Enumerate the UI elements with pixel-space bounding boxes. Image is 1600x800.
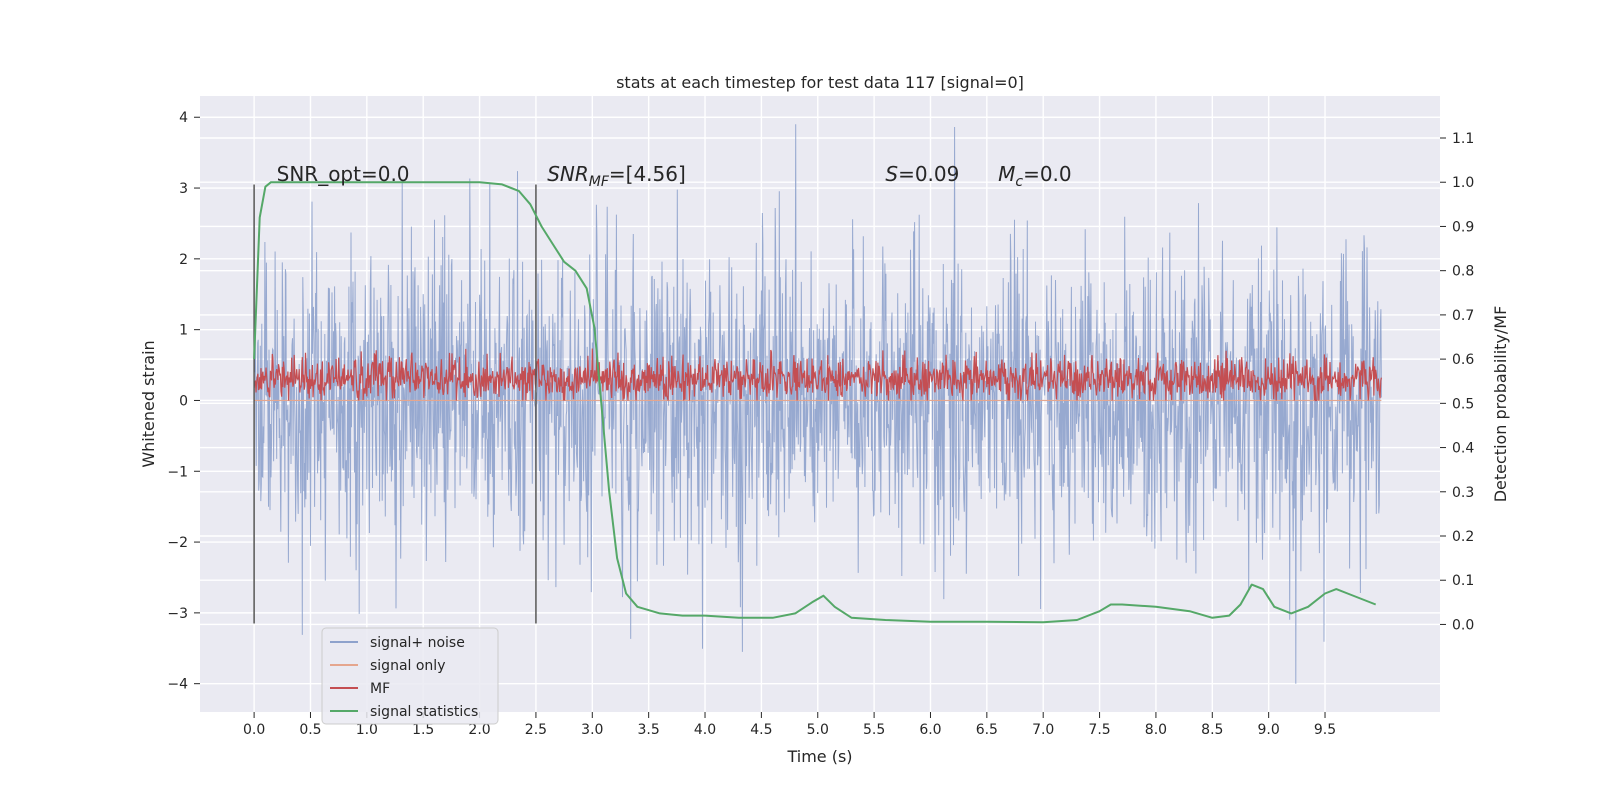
y-axis-right: 0.0 0.1 0.2 0.3 0.4 0.5 0.6 0.7 0.8 0.9 1.0 1.1 — [1440, 131, 1474, 633]
vertical-markers — [253, 184, 537, 624]
y2-tick-label: 0.7 — [1452, 308, 1474, 324]
x-tick-label: 3.5 — [638, 722, 660, 738]
y2-tick-label: 0.0 — [1452, 617, 1474, 633]
x-tick-label: 1.5 — [412, 722, 434, 738]
series-mf — [253, 348, 1382, 402]
series-line-mf — [253, 348, 1382, 402]
x-tick-label: 7.5 — [1088, 722, 1110, 738]
x-axis-label: Time (s) — [786, 747, 852, 766]
y-axis-left: −4 −3 −2 −1 0 1 2 3 4 — [167, 110, 200, 693]
series-line-signal-noise — [253, 124, 1382, 684]
legend-label: MF — [370, 681, 390, 697]
x-tick-label: 6.5 — [976, 722, 998, 738]
series-line-signal-statistics — [253, 181, 1377, 624]
y-tick-label: 2 — [179, 252, 188, 268]
y2-tick-label: 0.9 — [1452, 219, 1474, 235]
annotation-text: Mc=0.0 — [998, 162, 1072, 190]
x-tick-label: 6.0 — [919, 722, 941, 738]
x-tick-label: 0.0 — [243, 722, 265, 738]
chart-title: stats at each timestep for test data 117… — [616, 73, 1024, 92]
x-tick-label: 4.5 — [750, 722, 772, 738]
y-tick-label: −1 — [167, 464, 188, 480]
x-tick-label: 3.0 — [581, 722, 603, 738]
y2-tick-label: 0.8 — [1452, 264, 1474, 280]
x-axis: 0.0 0.5 1.0 1.5 2.0 2.5 3.0 3.5 4.0 4.5 5.0 5.5 6.0 6… — [243, 712, 1336, 738]
legend: signal+ noise signal only MF signal statist… — [321, 627, 499, 725]
y2-tick-label: 1.0 — [1452, 175, 1474, 191]
legend-box — [321, 627, 499, 725]
y-tick-label: 1 — [179, 323, 188, 339]
y2-axis-label: Detection probability/MF — [1491, 306, 1510, 503]
y-axis-label: Whitened strain — [139, 340, 158, 467]
y-tick-label: −3 — [167, 606, 188, 622]
y2-tick-label: 0.3 — [1452, 485, 1474, 501]
x-tick-label: 8.0 — [1145, 722, 1167, 738]
y-tick-label: 3 — [179, 181, 188, 197]
y2-tick-label: 0.6 — [1452, 352, 1474, 368]
x-tick-label: 1.0 — [356, 722, 378, 738]
y-tick-label: 4 — [179, 110, 188, 126]
annotations: SNR_opt=0.0 SNRMF=[4.56] S=0.09 Mc=0.0 — [277, 162, 1072, 190]
annotation-text: SNR_opt=0.0 — [277, 162, 410, 186]
x-tick-label: 0.5 — [299, 722, 321, 738]
y-tick-label: 0 — [179, 393, 188, 409]
series-signal-noise — [253, 124, 1382, 684]
legend-label: signal only — [370, 658, 445, 674]
y2-tick-label: 0.5 — [1452, 396, 1474, 412]
legend-label: signal statistics — [370, 704, 478, 720]
annotation-text: S=0.09 — [885, 162, 959, 186]
x-tick-label: 9.0 — [1258, 722, 1280, 738]
x-tick-label: 9.5 — [1314, 722, 1336, 738]
y-tick-label: −2 — [167, 535, 188, 551]
y-tick-label: −4 — [167, 677, 188, 693]
y2-tick-label: 0.4 — [1452, 441, 1474, 457]
series-signal-statistics — [253, 181, 1377, 624]
x-tick-label: 2.5 — [525, 722, 547, 738]
x-tick-label: 7.0 — [1032, 722, 1054, 738]
y2-tick-label: 1.1 — [1452, 131, 1474, 147]
x-tick-label: 2.0 — [468, 722, 490, 738]
x-tick-label: 5.0 — [807, 722, 829, 738]
y2-tick-label: 0.2 — [1452, 529, 1474, 545]
legend-label: signal+ noise — [370, 635, 465, 651]
x-tick-label: 5.5 — [863, 722, 885, 738]
x-tick-label: 4.0 — [694, 722, 716, 738]
annotation-text: SNRMF=[4.56] — [547, 162, 686, 190]
y2-tick-label: 0.1 — [1452, 573, 1474, 589]
x-tick-label: 8.5 — [1201, 722, 1223, 738]
